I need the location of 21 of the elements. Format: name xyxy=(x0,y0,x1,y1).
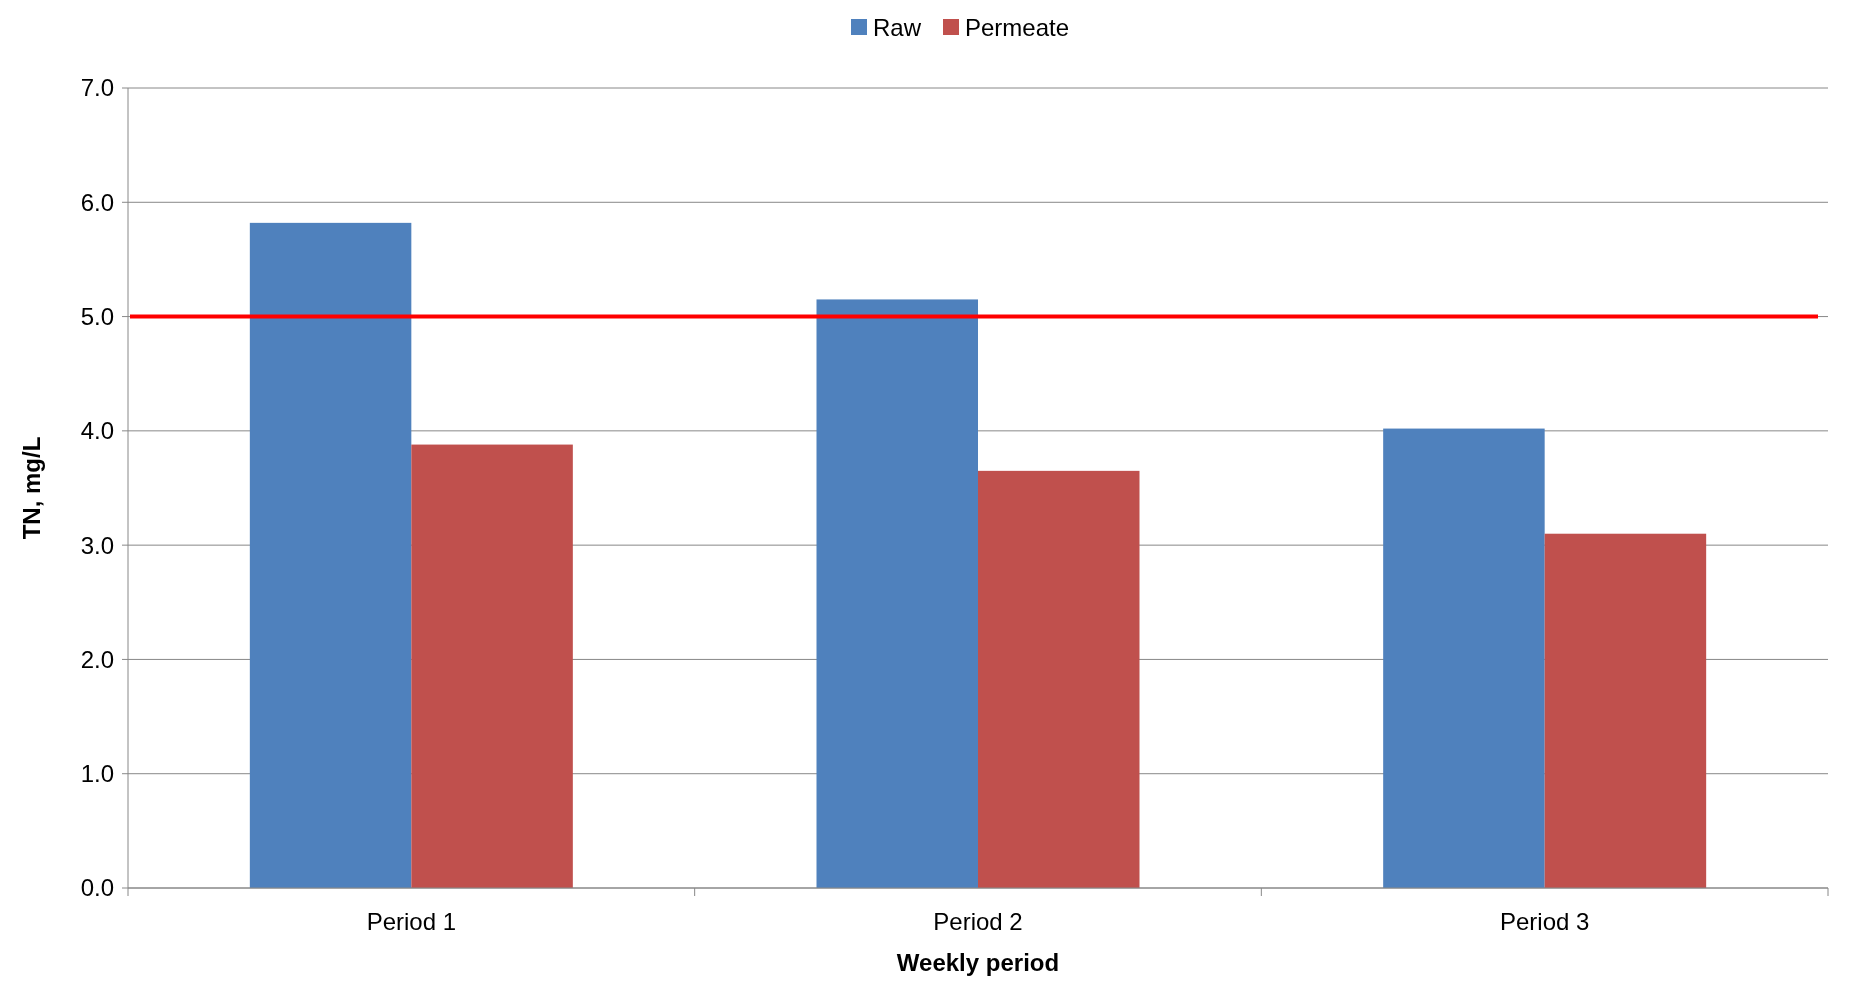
x-tick-label: Period 1 xyxy=(366,908,457,935)
y-tick-label: 7.0 xyxy=(80,74,114,102)
x-tick-label: Period 2 xyxy=(933,908,1023,935)
bar xyxy=(978,470,1140,888)
bar xyxy=(249,222,412,888)
legend-label: Permeate xyxy=(965,14,1070,42)
y-tick-label: 6.0 xyxy=(80,188,114,216)
y-tick-label: 2.0 xyxy=(80,645,114,673)
legend-label: Raw xyxy=(873,14,922,42)
y-tick-label: 0.0 xyxy=(80,874,114,902)
y-axis-title: TN, mg/L xyxy=(18,436,45,540)
y-tick-label: 1.0 xyxy=(80,760,114,788)
x-tick-label: Period 3 xyxy=(1499,908,1590,935)
bar xyxy=(1383,428,1545,888)
x-axis-title: Weekly period xyxy=(896,949,1060,976)
bar xyxy=(411,444,573,888)
bar xyxy=(1544,533,1707,888)
y-tick-label: 5.0 xyxy=(80,302,114,330)
bar xyxy=(816,299,978,888)
y-tick-label: 3.0 xyxy=(80,531,114,559)
y-tick-label: 4.0 xyxy=(80,417,114,445)
